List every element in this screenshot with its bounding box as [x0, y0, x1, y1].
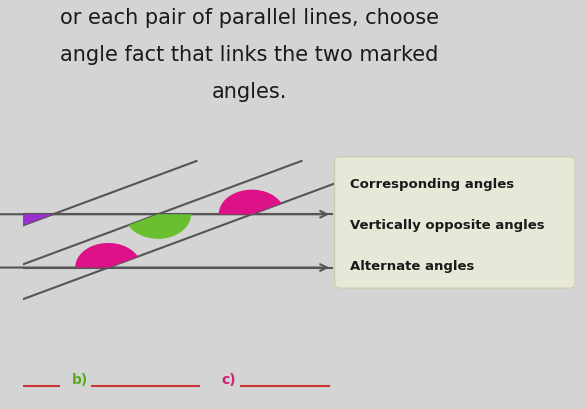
- Text: c): c): [222, 373, 236, 387]
- Text: Vertically opposite angles: Vertically opposite angles: [350, 218, 545, 231]
- Wedge shape: [0, 268, 15, 279]
- Wedge shape: [128, 215, 191, 239]
- Wedge shape: [219, 190, 281, 215]
- Wedge shape: [20, 215, 53, 226]
- Text: angles.: angles.: [211, 82, 287, 102]
- Text: Alternate angles: Alternate angles: [350, 259, 474, 272]
- Text: or each pair of parallel lines, choose: or each pair of parallel lines, choose: [60, 8, 439, 28]
- FancyBboxPatch shape: [335, 157, 575, 288]
- Text: angle fact that links the two marked: angle fact that links the two marked: [60, 45, 438, 65]
- Text: b): b): [73, 373, 88, 387]
- Wedge shape: [75, 243, 138, 268]
- Text: Corresponding angles: Corresponding angles: [350, 178, 514, 191]
